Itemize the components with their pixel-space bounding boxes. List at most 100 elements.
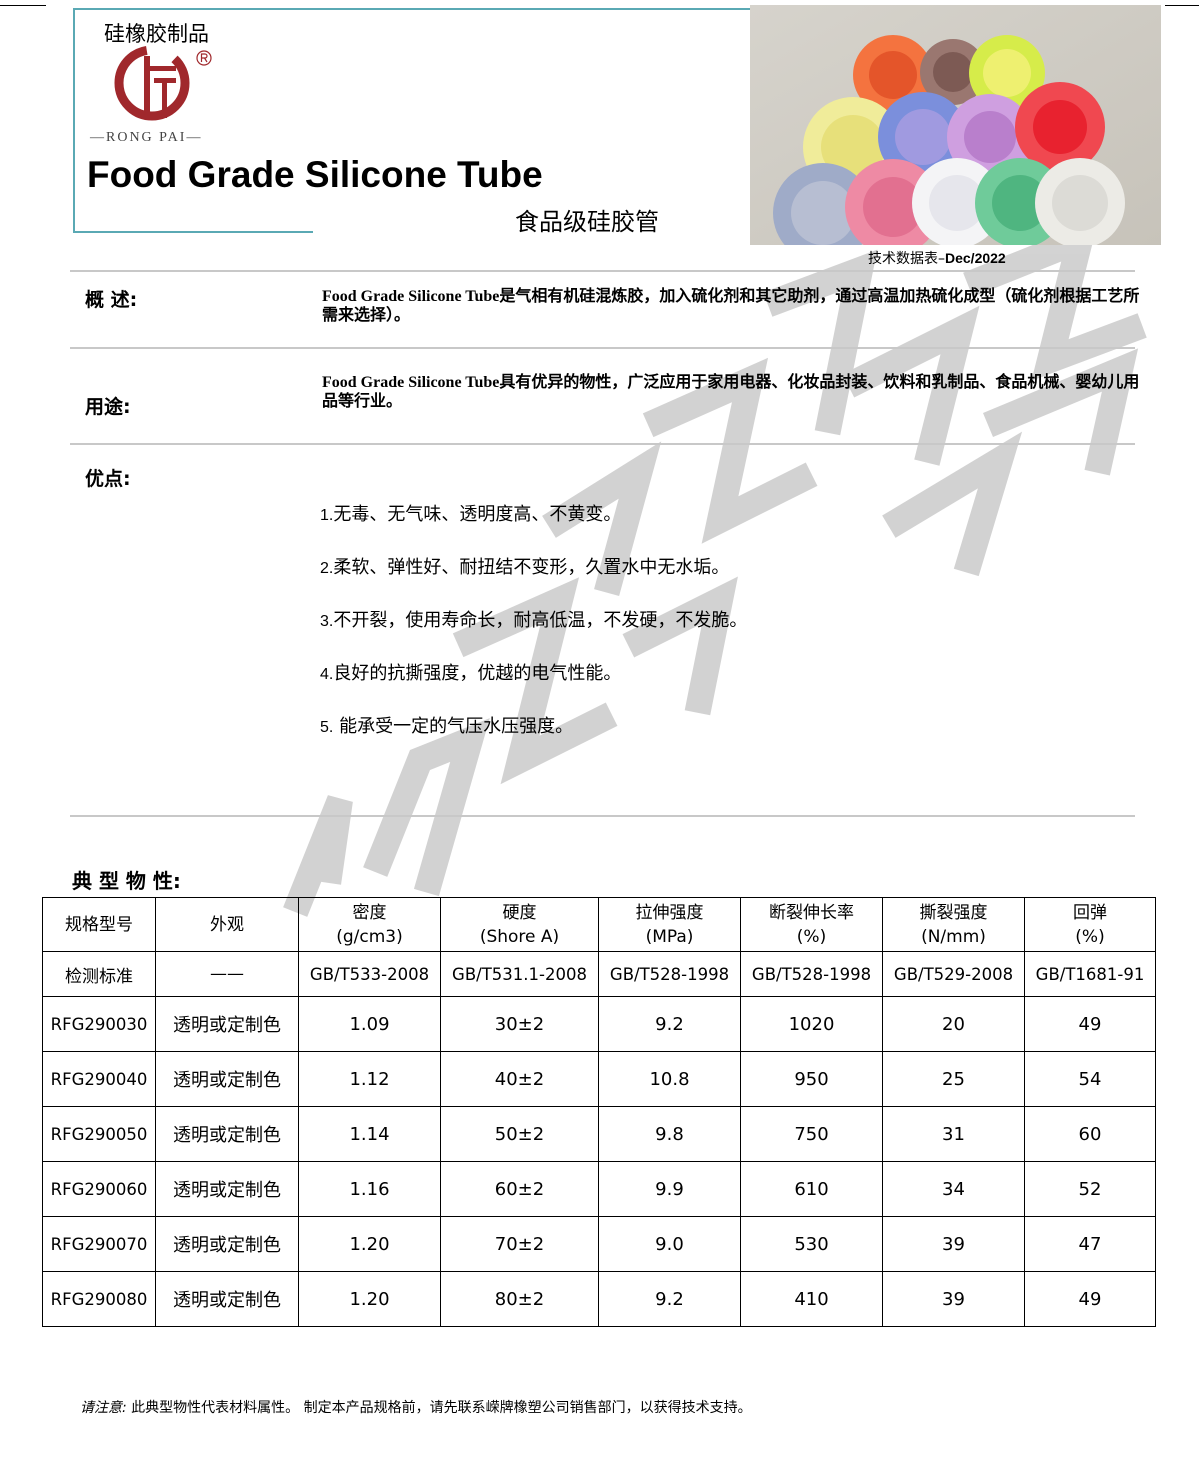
header-label: 密度: [352, 902, 387, 923]
table-cell: RFG290060: [42, 1161, 156, 1217]
table-cell: 750: [740, 1106, 883, 1162]
header-label: 规格型号: [65, 914, 133, 935]
divider: [70, 270, 1135, 272]
product-name: Food Grade Silicone Tube: [322, 288, 500, 305]
footer-note: 请注意: 此典型物性代表材料属性。 制定本产品规格前，请先联系嵘牌橡塑公司销售部…: [80, 1397, 752, 1417]
table-cell: 25: [882, 1051, 1025, 1107]
advantage-item: 5. 能承受一定的气压水压强度。: [320, 712, 573, 738]
table-cell: 20: [882, 996, 1025, 1052]
table-cell: 70±2: [440, 1216, 599, 1272]
note-label: 请注意:: [80, 1400, 127, 1416]
column-header: 硬度 (Shore A): [440, 897, 599, 952]
table-cell: 39: [882, 1216, 1025, 1272]
item-number: 1.: [320, 507, 334, 524]
table-cell: 39: [882, 1271, 1025, 1327]
item-text: 无毒、无气味、透明度高、不黄变。: [333, 504, 622, 525]
overview-label: 概 述:: [85, 289, 138, 311]
divider: [70, 815, 1135, 817]
table-cell: 31: [882, 1106, 1025, 1162]
table-cell: ——: [155, 951, 299, 997]
properties-label: 典 型 物 性:: [72, 869, 181, 893]
table-row: RFG290080 透明或定制色 1.20 80±2 9.2 410 39 49: [42, 1271, 1156, 1327]
table-cell: 47: [1024, 1216, 1156, 1272]
product-name: Food Grade Silicone Tube: [322, 374, 500, 391]
header-label: 硬度: [502, 902, 537, 923]
divider: [70, 347, 1135, 349]
table-cell: 1.12: [298, 1051, 441, 1107]
table-cell: 透明或定制色: [155, 1216, 299, 1272]
column-header: 规格型号: [42, 897, 156, 952]
advantages-label: 优点:: [85, 468, 131, 490]
datasheet-label: 技术数据表–: [868, 251, 945, 267]
table-cell: 9.9: [598, 1161, 741, 1217]
table-cell: 40±2: [440, 1051, 599, 1107]
table-cell: 34: [882, 1161, 1025, 1217]
table-cell: GB/T528-1998: [598, 951, 741, 997]
table-cell: 1.14: [298, 1106, 441, 1162]
table-cell: 1.20: [298, 1216, 441, 1272]
column-header: 回弹 (%): [1024, 897, 1156, 952]
table-cell: 透明或定制色: [155, 1106, 299, 1162]
product-photo: [750, 5, 1161, 245]
table-cell: 950: [740, 1051, 883, 1107]
table-cell: 透明或定制色: [155, 1051, 299, 1107]
header-label: 拉伸强度: [635, 902, 704, 923]
column-header: 拉伸强度 (MPa): [598, 897, 741, 952]
table-cell: 1020: [740, 996, 883, 1052]
table-cell: RFG290040: [42, 1051, 156, 1107]
header-label: 断裂伸长率: [769, 902, 854, 923]
table-cell: 9.2: [598, 1271, 741, 1327]
item-number: 2.: [320, 560, 334, 577]
table-cell: 49: [1024, 1271, 1156, 1327]
overview-text: Food Grade Silicone Tube是气相有机硅混炼胶，加入硫化剂和…: [322, 287, 1142, 324]
header-label: 外观: [210, 914, 244, 935]
item-number: 4.: [320, 666, 334, 683]
column-header: 撕裂强度 (N/mm): [882, 897, 1025, 952]
header-label: 回弹: [1073, 902, 1107, 923]
overview-body: 是气相有机硅混炼胶，加入硫化剂和其它助剂，通过高温加热硫化成型（硫化剂根据工艺所…: [322, 286, 1140, 324]
item-text: 能承受一定的气压水压强度。: [333, 716, 574, 737]
column-header: 密度 (g/cm3): [298, 897, 441, 952]
table-cell: 410: [740, 1271, 883, 1327]
advantage-item: 2.柔软、弹性好、耐扭结不变形，久置水中无水垢。: [320, 553, 729, 579]
table-cell: 50±2: [440, 1106, 599, 1162]
note-text: 此典型物性代表材料属性。 制定本产品规格前，请先联系嵘牌橡塑公司销售部门，以获得…: [126, 1400, 752, 1416]
table-cell: 9.2: [598, 996, 741, 1052]
table-cell: 透明或定制色: [155, 996, 299, 1052]
page-title: Food Grade Silicone Tube: [87, 154, 543, 195]
table-row: RFG290040 透明或定制色 1.12 40±2 10.8 950 25 54: [42, 1051, 1156, 1107]
divider: [70, 443, 1135, 445]
table-cell: 52: [1024, 1161, 1156, 1217]
table-cell: 60±2: [440, 1161, 599, 1217]
table-cell: 54: [1024, 1051, 1156, 1107]
table-cell: 1.20: [298, 1271, 441, 1327]
table-cell: GB/T531.1-2008: [440, 951, 599, 997]
brand-english: —RONG PAI—: [90, 130, 203, 145]
table-cell: 9.0: [598, 1216, 741, 1272]
table-cell: RFG290070: [42, 1216, 156, 1272]
header-frame: [73, 8, 750, 233]
date: Dec/2022: [945, 250, 1006, 266]
table-cell: 10.8: [598, 1051, 741, 1107]
table-cell: 透明或定制色: [155, 1161, 299, 1217]
advantage-item: 3.不开裂，使用寿命长，耐高低温，不发硬，不发脆。: [320, 606, 747, 632]
header-label: 撕裂强度: [919, 902, 988, 923]
table-header-row: 规格型号 外观 密度 (g/cm3) 硬度 (Shore A) 拉伸强度 (MPa) 断裂伸长率…: [42, 897, 1156, 952]
item-text: 不开裂，使用寿命长，耐高低温，不发硬，不发脆。: [333, 610, 748, 631]
table-cell: 1.16: [298, 1161, 441, 1217]
table-cell: 检测标准: [42, 951, 156, 997]
table-cell: 610: [740, 1161, 883, 1217]
table-cell: RFG290080: [42, 1271, 156, 1327]
divider: [73, 231, 313, 233]
brand-name: 硅橡胶制品: [104, 22, 209, 46]
item-number: 3.: [320, 613, 334, 630]
column-header: 断裂伸长率 (%): [740, 897, 883, 952]
divider: [0, 5, 46, 6]
properties-table: 规格型号 外观 密度 (g/cm3) 硬度 (Shore A) 拉伸强度 (MPa) 断裂伸长率…: [42, 897, 1156, 1327]
table-row: RFG290050 透明或定制色 1.14 50±2 9.8 750 31 60: [42, 1106, 1156, 1162]
header-unit: (N/mm): [921, 926, 986, 947]
table-row: RFG290070 透明或定制色 1.20 70±2 9.0 530 39 47: [42, 1216, 1156, 1272]
usage-text: Food Grade Silicone Tube具有优异的物性，广泛应用于家用电…: [322, 373, 1142, 410]
table-cell: 1.09: [298, 996, 441, 1052]
company-logo: [114, 45, 212, 121]
